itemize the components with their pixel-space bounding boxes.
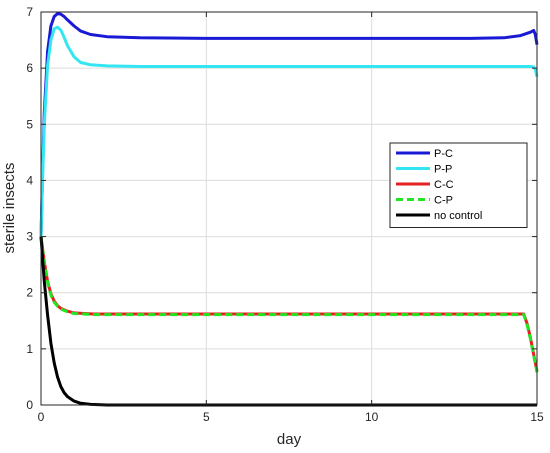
ticks: 0 5 10 15 0 1 2 3 4 5 6 7	[26, 5, 544, 424]
plot-frame	[40, 11, 538, 406]
legend-label-c-c: C-C	[434, 179, 454, 191]
y-tick-label: 1	[26, 342, 33, 356]
legend-label-no-control: no control	[434, 210, 482, 222]
y-tick-label: 2	[26, 286, 33, 300]
legend-label-p-p: P-P	[434, 164, 452, 176]
y-tick-label: 5	[26, 117, 33, 131]
x-tick-label: 10	[365, 410, 379, 424]
x-tick-label: 5	[203, 410, 210, 424]
y-axis-label: sterile insects	[1, 163, 18, 254]
series-line-c-p	[39, 236, 539, 373]
y-tick-label: 4	[26, 173, 33, 187]
series-line-p-c	[39, 12, 539, 237]
x-axis-label: day	[277, 431, 302, 448]
x-tick-label: 15	[530, 410, 544, 424]
legend-label-c-p: C-P	[434, 195, 453, 207]
y-tick-label: 3	[26, 230, 33, 244]
legend: P-C P-P C-C C-P no control	[389, 142, 528, 228]
y-tick-label: 0	[26, 398, 33, 412]
x-tick-label: 0	[38, 410, 45, 424]
y-tick-label: 7	[26, 5, 33, 19]
legend-label-p-c: P-C	[434, 148, 453, 160]
series-group	[39, 12, 539, 407]
series-line-p-p	[39, 25, 539, 237]
y-tick-label: 6	[26, 61, 33, 75]
